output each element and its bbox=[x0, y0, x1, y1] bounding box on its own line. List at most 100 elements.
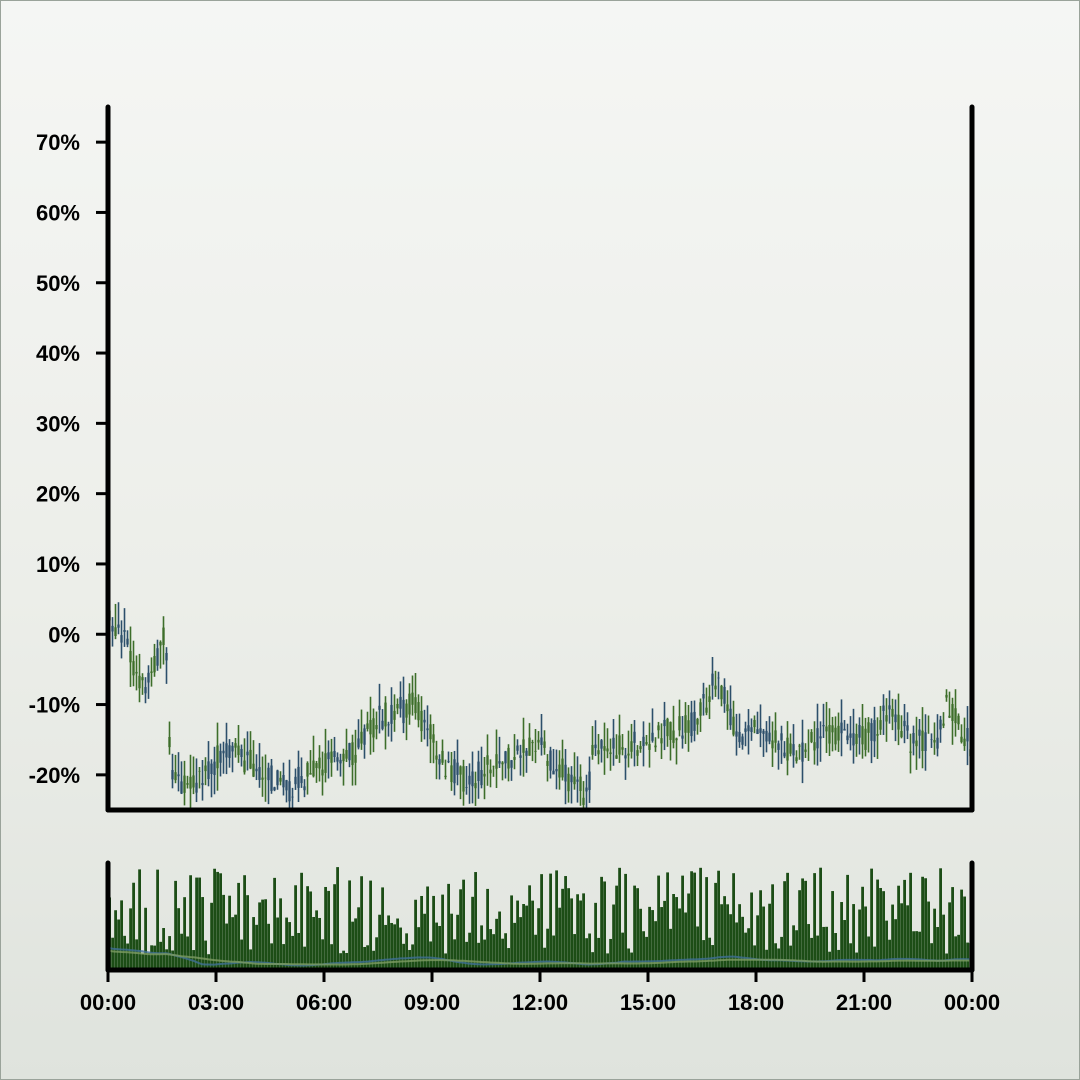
volume-bar bbox=[333, 884, 336, 970]
volume-bar bbox=[165, 949, 168, 970]
volume-bar bbox=[132, 882, 135, 970]
volume-bar bbox=[918, 931, 921, 970]
volume-bar bbox=[342, 950, 345, 970]
volume-bar bbox=[231, 917, 234, 970]
x-tick-label: 09:00 bbox=[404, 990, 460, 1015]
volume-bar bbox=[522, 904, 525, 970]
volume-bar bbox=[174, 880, 177, 970]
volume-bar bbox=[546, 928, 549, 970]
volume-bar bbox=[240, 939, 243, 970]
volume-bar bbox=[945, 953, 948, 970]
volume-bar bbox=[171, 950, 174, 970]
volume-bar bbox=[144, 907, 147, 970]
volume-bar bbox=[498, 911, 501, 970]
volume-bar bbox=[795, 930, 798, 970]
candle-layer bbox=[108, 594, 972, 808]
volume-bar bbox=[561, 888, 564, 970]
volume-bar bbox=[615, 885, 618, 970]
volume-bar bbox=[912, 931, 915, 970]
volume-bar bbox=[186, 936, 189, 970]
volume-bar bbox=[864, 906, 867, 970]
volume-bar bbox=[303, 946, 306, 970]
volume-bar bbox=[963, 896, 966, 970]
volume-bar bbox=[807, 924, 810, 970]
volume-bar bbox=[357, 907, 360, 970]
volume-bar bbox=[462, 879, 465, 970]
volume-bar bbox=[681, 875, 684, 970]
volume-bar bbox=[447, 883, 450, 970]
volume-bar bbox=[195, 877, 198, 970]
volume-bar bbox=[156, 869, 159, 970]
volume-bar bbox=[384, 924, 387, 970]
volume-bar bbox=[696, 926, 699, 970]
volume-bar bbox=[771, 884, 774, 970]
x-tick-label: 00:00 bbox=[80, 990, 136, 1015]
volume-bar bbox=[297, 932, 300, 970]
volume-bar bbox=[966, 942, 969, 970]
volume-bar bbox=[183, 897, 186, 970]
volume-bar bbox=[321, 939, 324, 970]
volume-bar bbox=[567, 888, 570, 970]
volume-bar bbox=[267, 923, 270, 970]
x-tick-label: 21:00 bbox=[836, 990, 892, 1015]
volume-bar bbox=[516, 900, 519, 970]
volume-bar bbox=[300, 872, 303, 970]
volume-bar bbox=[375, 937, 378, 970]
volume-bar bbox=[252, 917, 255, 970]
volume-bar bbox=[831, 891, 834, 970]
volume-bar bbox=[786, 872, 789, 970]
volume-bar bbox=[582, 893, 585, 970]
volume-bar bbox=[600, 876, 603, 970]
volume-bar bbox=[726, 904, 729, 970]
volume-bar bbox=[441, 894, 444, 970]
volume-bar bbox=[126, 943, 129, 970]
volume-bar bbox=[213, 868, 216, 970]
volume-bar bbox=[891, 904, 894, 970]
volume-bar bbox=[273, 877, 276, 970]
volume-bar bbox=[258, 902, 261, 970]
volume-bar bbox=[732, 873, 735, 970]
volume-bar bbox=[822, 926, 825, 970]
volume-bar bbox=[534, 934, 537, 970]
volume-bar bbox=[519, 917, 522, 970]
volume-bar bbox=[762, 906, 765, 970]
volume-bar bbox=[894, 919, 897, 970]
volume-bar bbox=[744, 932, 747, 970]
volume-bar bbox=[705, 877, 708, 970]
volume-bar bbox=[906, 905, 909, 970]
volume-bar bbox=[750, 892, 753, 970]
volume-bar bbox=[597, 937, 600, 970]
volume-bar bbox=[816, 935, 819, 970]
volume-bar bbox=[120, 900, 123, 970]
volume-bar bbox=[528, 885, 531, 970]
y-tick-label: -20% bbox=[29, 763, 80, 788]
volume-bar bbox=[255, 924, 258, 970]
volume-bar bbox=[288, 922, 291, 970]
volume-bar bbox=[876, 879, 879, 970]
volume-bar bbox=[315, 910, 318, 970]
volume-bar bbox=[693, 872, 696, 970]
volume-bar bbox=[471, 896, 474, 970]
volume-bar bbox=[933, 908, 936, 970]
volume-bar bbox=[159, 941, 162, 970]
volume-bar bbox=[747, 928, 750, 970]
volume-bar bbox=[111, 937, 114, 970]
volume-bar bbox=[351, 921, 354, 970]
volume-bar bbox=[948, 902, 951, 970]
volume-bar bbox=[738, 904, 741, 970]
y-tick-label: 70% bbox=[36, 130, 80, 155]
volume-bar bbox=[618, 867, 621, 970]
volume-bar bbox=[180, 933, 183, 970]
volume-bar bbox=[318, 917, 321, 970]
volume-bar bbox=[495, 918, 498, 970]
volume-bar bbox=[672, 894, 675, 970]
volume-bar bbox=[648, 906, 651, 970]
volume-bar bbox=[609, 938, 612, 970]
y-tick-label: -10% bbox=[29, 693, 80, 718]
volume-bar bbox=[636, 888, 639, 970]
volume-bar bbox=[312, 916, 315, 970]
volume-bar bbox=[555, 870, 558, 970]
volume-bar bbox=[921, 876, 924, 970]
volume-bar bbox=[291, 935, 294, 970]
volume-bar bbox=[861, 886, 864, 970]
